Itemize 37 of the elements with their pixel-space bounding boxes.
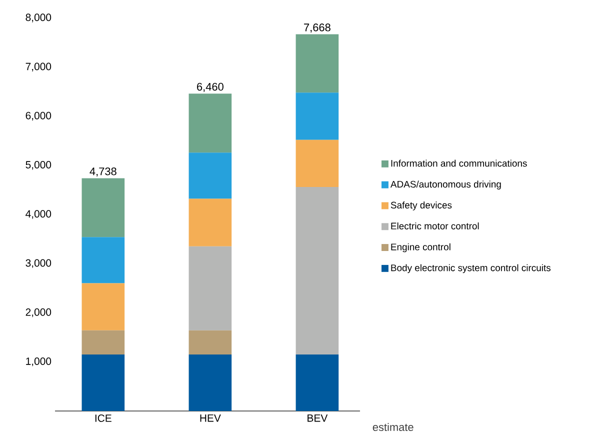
bar [82, 354, 125, 411]
total-label: 7,668 [304, 24, 330, 33]
bar [296, 92, 339, 140]
bar [296, 186, 339, 354]
y-tick-label: 5,000 [26, 161, 52, 170]
legend-label: ADAS/autonomous driving [390, 180, 501, 190]
bar [188, 246, 232, 330]
bar [82, 178, 125, 238]
y-tick-label: 7,000 [26, 62, 52, 72]
legend-label: Body electronic system control circuits [391, 264, 551, 274]
y-tick-label: 3,000 [26, 259, 52, 268]
total-label: 6,460 [197, 82, 224, 92]
bar [188, 198, 232, 246]
bar [296, 354, 339, 411]
x-tick-label: HEV [200, 414, 221, 422]
bar [188, 152, 232, 199]
text: estimate [372, 422, 414, 432]
bar [82, 330, 125, 354]
total-label: 4,738 [90, 167, 116, 177]
bar [82, 237, 125, 284]
x-tick-label: ICE [95, 414, 112, 422]
y-tick-label: 2,000 [26, 308, 52, 318]
legend-label: Electric motor control [391, 222, 479, 230]
legend-label: Information and communications [391, 160, 527, 167]
x-tick-label: BEV [308, 414, 328, 422]
y-tick-label: 4,000 [26, 210, 52, 219]
bar [82, 283, 125, 330]
y-tick-label: 6,000 [26, 112, 52, 121]
bar [296, 140, 339, 187]
legend-label: Safety devices [390, 202, 452, 210]
bar [188, 354, 232, 411]
bar [296, 34, 339, 93]
legend-label: Engine control [391, 243, 450, 252]
bar [188, 330, 232, 354]
bar [188, 94, 232, 153]
y-tick-label: 8,000 [26, 14, 52, 22]
y-tick-label: 1,000 [26, 358, 52, 366]
